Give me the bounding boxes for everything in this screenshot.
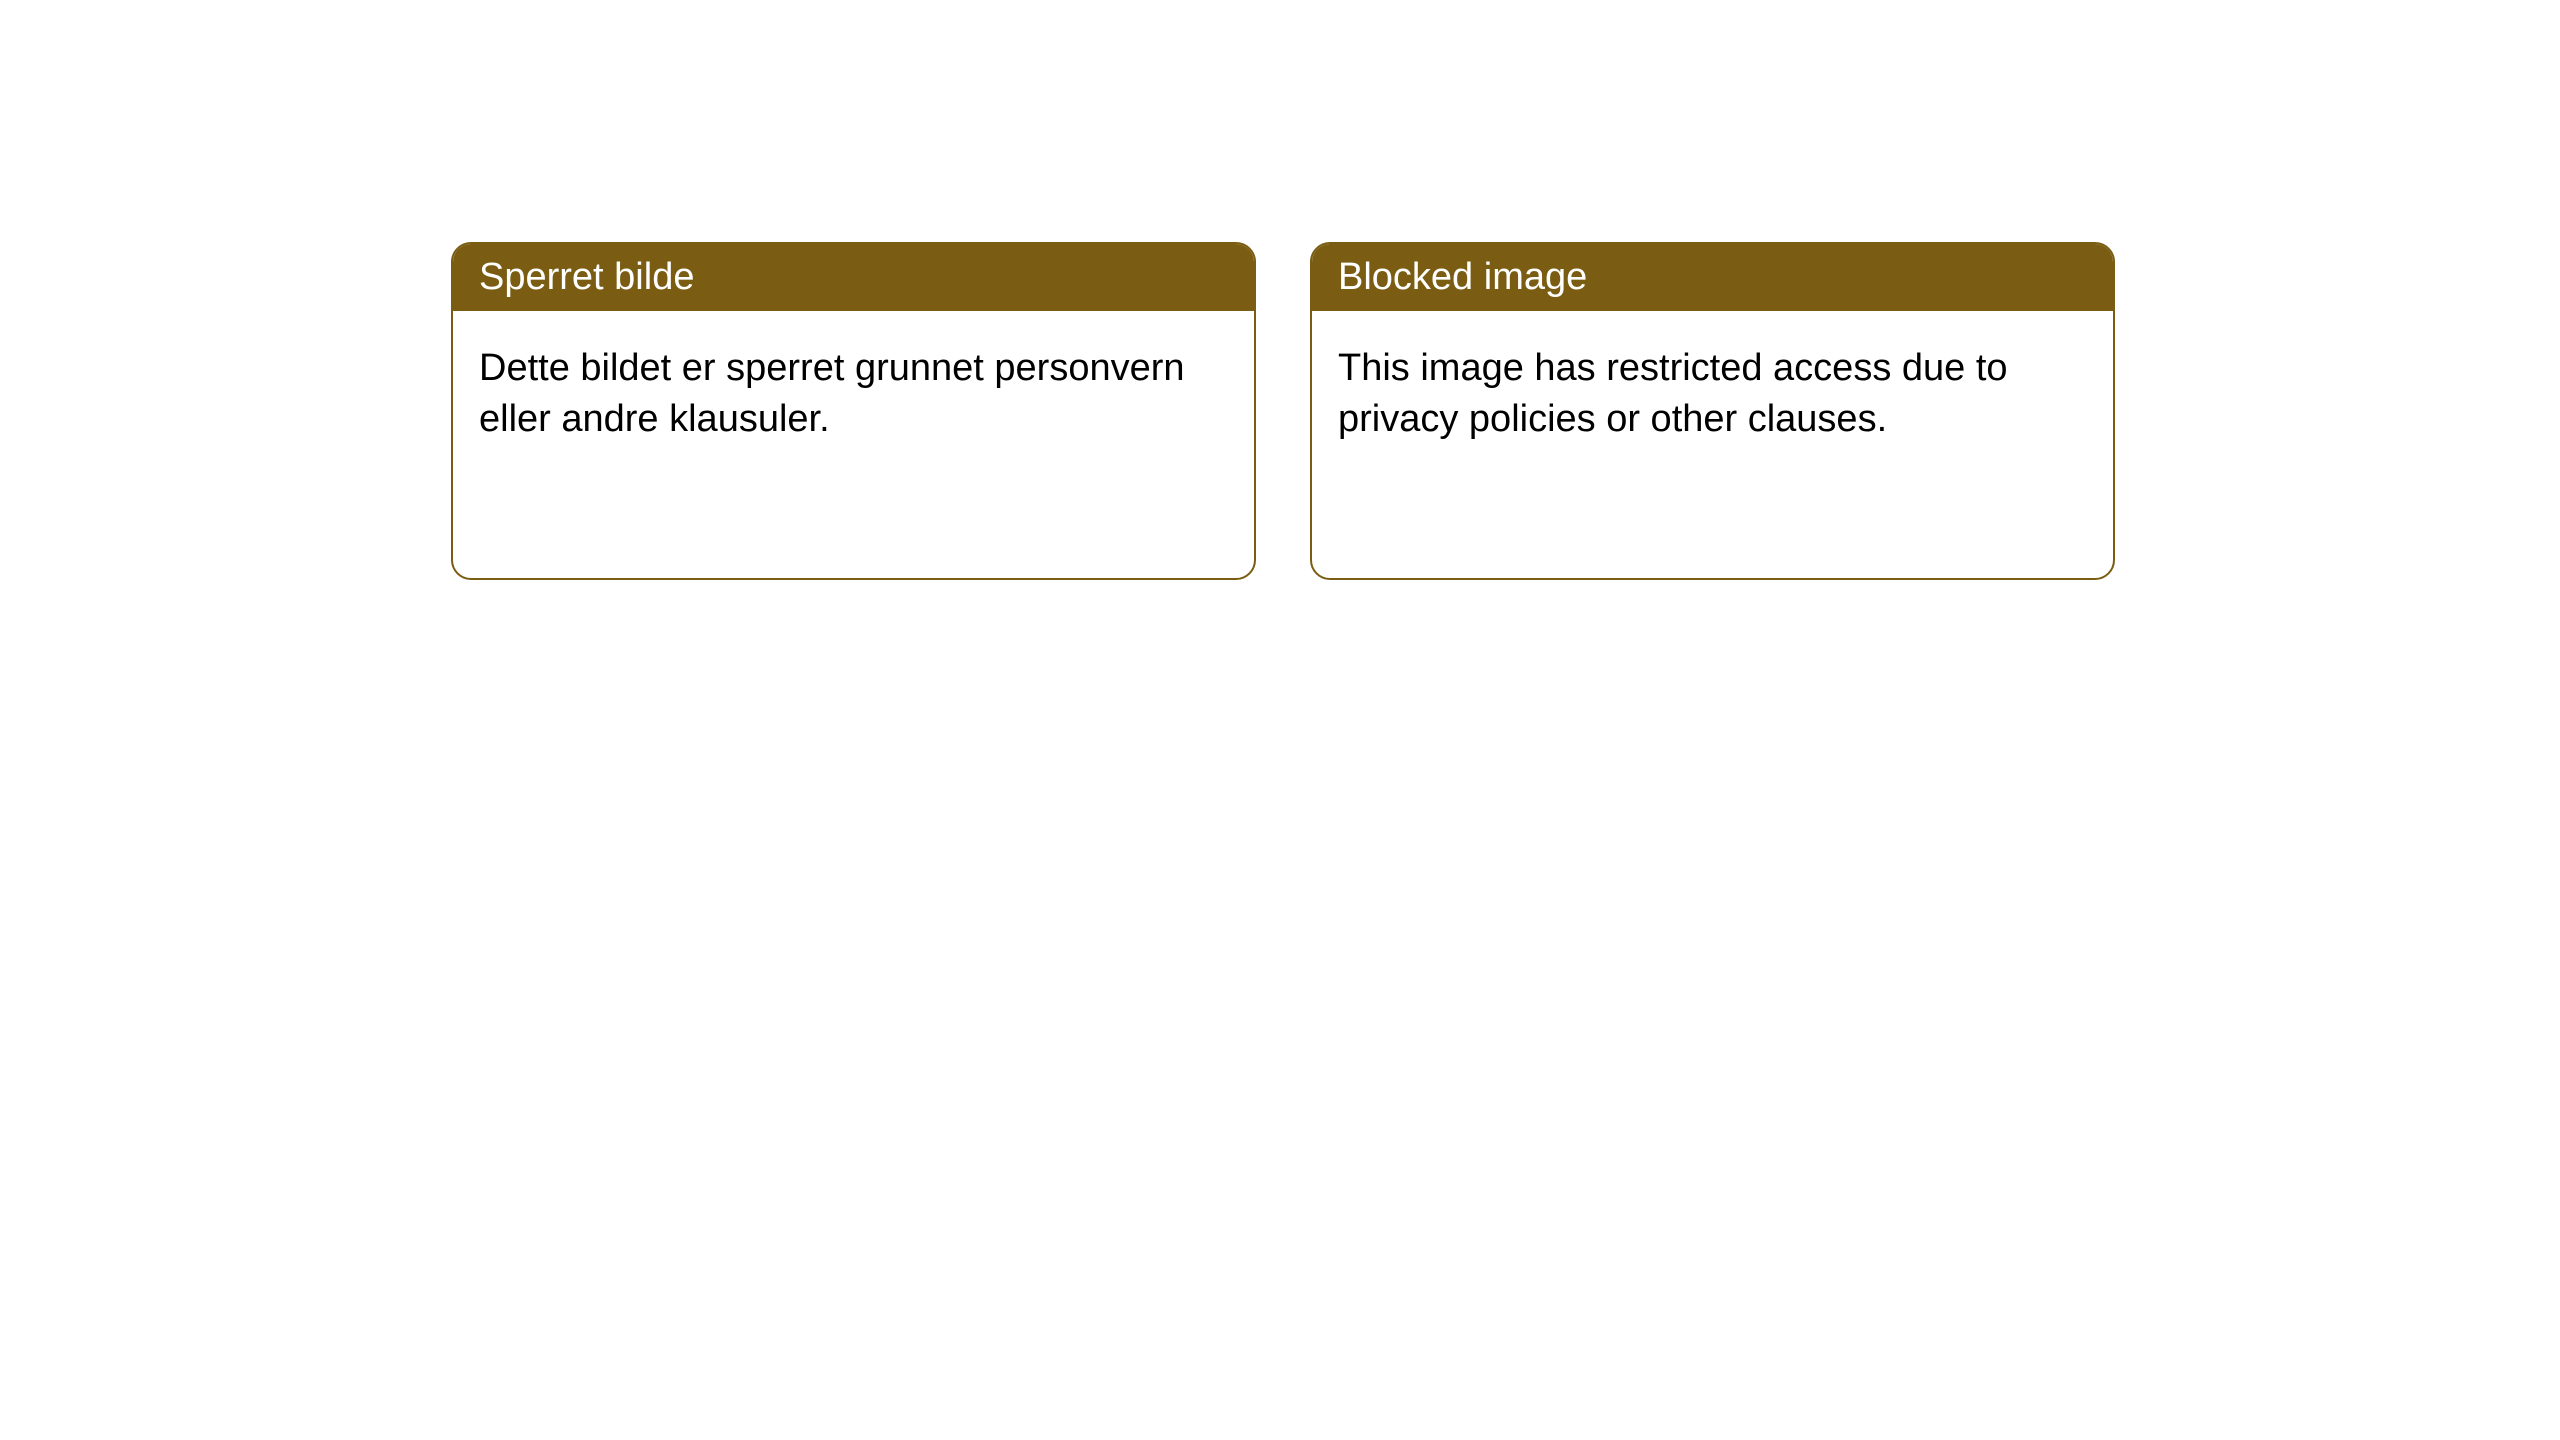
- notice-card-en: Blocked image This image has restricted …: [1310, 242, 2115, 580]
- card-header-no: Sperret bilde: [453, 244, 1254, 311]
- notice-cards-container: Sperret bilde Dette bildet er sperret gr…: [451, 242, 2115, 580]
- notice-card-no: Sperret bilde Dette bildet er sperret gr…: [451, 242, 1256, 580]
- card-header-en: Blocked image: [1312, 244, 2113, 311]
- card-body-no: Dette bildet er sperret grunnet personve…: [453, 311, 1254, 478]
- card-body-en: This image has restricted access due to …: [1312, 311, 2113, 478]
